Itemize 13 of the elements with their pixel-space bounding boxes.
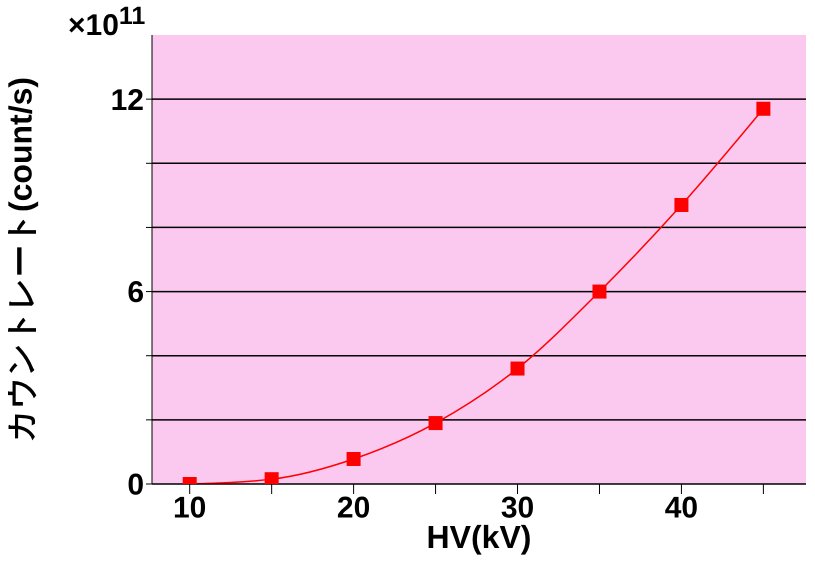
y-tick-label: 0 bbox=[127, 468, 144, 502]
point bbox=[510, 362, 525, 376]
y-tick-label: 12 bbox=[110, 84, 144, 117]
point bbox=[592, 284, 606, 299]
x-tick-label: 10 bbox=[173, 491, 206, 524]
x-tick-label: 40 bbox=[664, 491, 698, 524]
point bbox=[756, 102, 770, 116]
point bbox=[674, 198, 688, 212]
text: ×10$^{11}$ bbox=[68, 2, 146, 43]
x-tick-label: 20 bbox=[336, 491, 370, 524]
y-tick-label: 6 bbox=[127, 276, 144, 310]
point bbox=[428, 416, 443, 430]
point bbox=[346, 452, 361, 466]
